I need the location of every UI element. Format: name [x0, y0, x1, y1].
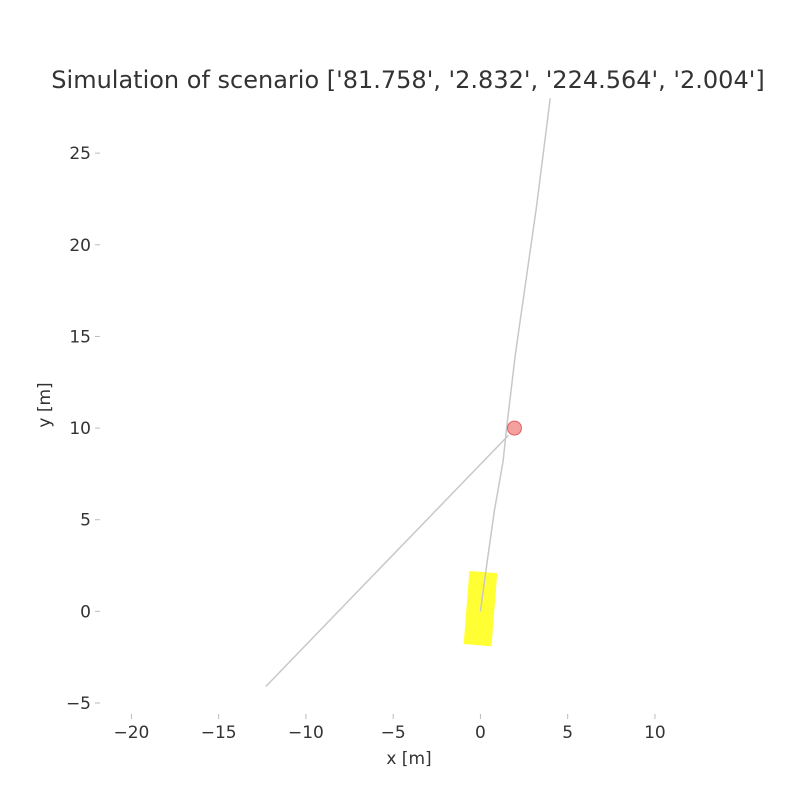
plot-area	[265, 98, 551, 688]
x-axis-label: x [m]	[386, 749, 431, 769]
y-tick-label: 15	[69, 327, 91, 347]
x-tick-label: −5	[381, 723, 406, 743]
target-marker	[506, 420, 522, 436]
x-tick-label: −10	[288, 723, 324, 743]
y-tick-label: 0	[80, 602, 91, 622]
trajectory-line	[479, 98, 551, 612]
x-tick-label: 0	[475, 723, 486, 743]
x-tick-label: 10	[644, 723, 666, 743]
axes: −20 −15 −10 −5 0 5 10 −5 0 5 10 15 20 25	[66, 144, 666, 743]
y-tick-label: 10	[69, 419, 91, 439]
x-tick-label: −20	[113, 723, 149, 743]
x-tick-label: −15	[201, 723, 237, 743]
trajectory-line	[265, 434, 509, 688]
y-tick-label: 25	[69, 144, 91, 164]
chart-title: Simulation of scenario ['81.758', '2.832…	[51, 66, 764, 94]
y-tick-label: 20	[69, 236, 91, 256]
y-axis-label: y [m]	[35, 382, 55, 427]
x-tick-label: 5	[562, 723, 573, 743]
y-tick-label: −5	[66, 694, 91, 714]
y-tick-label: 5	[80, 511, 91, 531]
